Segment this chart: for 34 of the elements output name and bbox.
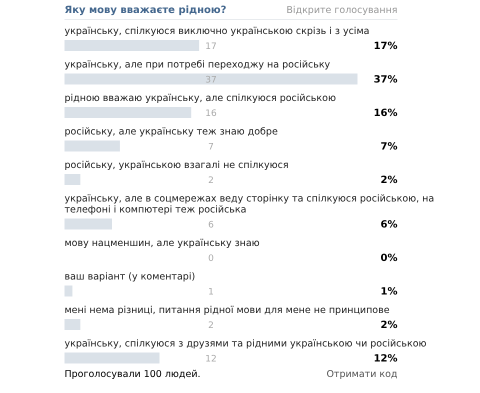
chart-title: Яку мову вважаєте рідною? [64, 5, 227, 16]
data-label: 7 [208, 142, 214, 152]
data-label: 17 [205, 42, 217, 52]
y-tick-label: українську, але при потребі переходжу на російську [64, 60, 331, 70]
text: 7% [380, 142, 398, 152]
text: 17% [374, 41, 398, 52]
y-tick-label: українську, спілкуюся виключно українською скрізь і з усіма [64, 26, 370, 37]
y-tick-label: рідною вважаю українську, але спілкуюся російською [64, 93, 336, 104]
annotation: Отримати код [326, 369, 398, 380]
text: 1% [380, 286, 398, 298]
text: 2% [380, 320, 398, 331]
y-tick-label: російську, українською взагалі не спілкуюся [64, 160, 289, 171]
y-tick-label: мову нацменшин, але українську знаю [64, 238, 260, 249]
data-label: 0 [208, 254, 214, 264]
text: 16% [374, 108, 398, 119]
text: 6% [380, 220, 398, 230]
y-tick-label: мені нема різниці, питання рідної мови для мене не принципове [64, 305, 390, 316]
text: 0% [380, 253, 398, 264]
data-label: 2 [208, 176, 214, 186]
annotation: Проголосували 100 людей. [64, 369, 201, 380]
y-tick-label: російську, але українську теж знаю добре [64, 126, 278, 138]
y-tick-label: ваш варіант (у коментарі) [64, 272, 196, 282]
data-label: 2 [208, 321, 214, 331]
text: 2% [380, 175, 398, 186]
data-label: 12 [205, 354, 217, 364]
data-label: 6 [208, 220, 214, 230]
data-label: 1 [208, 288, 214, 298]
text: 37% [374, 74, 398, 86]
y-tick-label: українську, але в соцмережах веду сторінку та спілкуюся російською, на телефоні і компютері теж російська [64, 194, 434, 216]
y-tick-label: українську, спілкуюся з друзями та рідними українською чи російською [64, 338, 427, 350]
data-label: 37 [205, 76, 217, 86]
text: 12% [374, 354, 398, 364]
data-label: 16 [205, 109, 217, 119]
chart-subtitle: Відкрите голосування [286, 5, 398, 16]
